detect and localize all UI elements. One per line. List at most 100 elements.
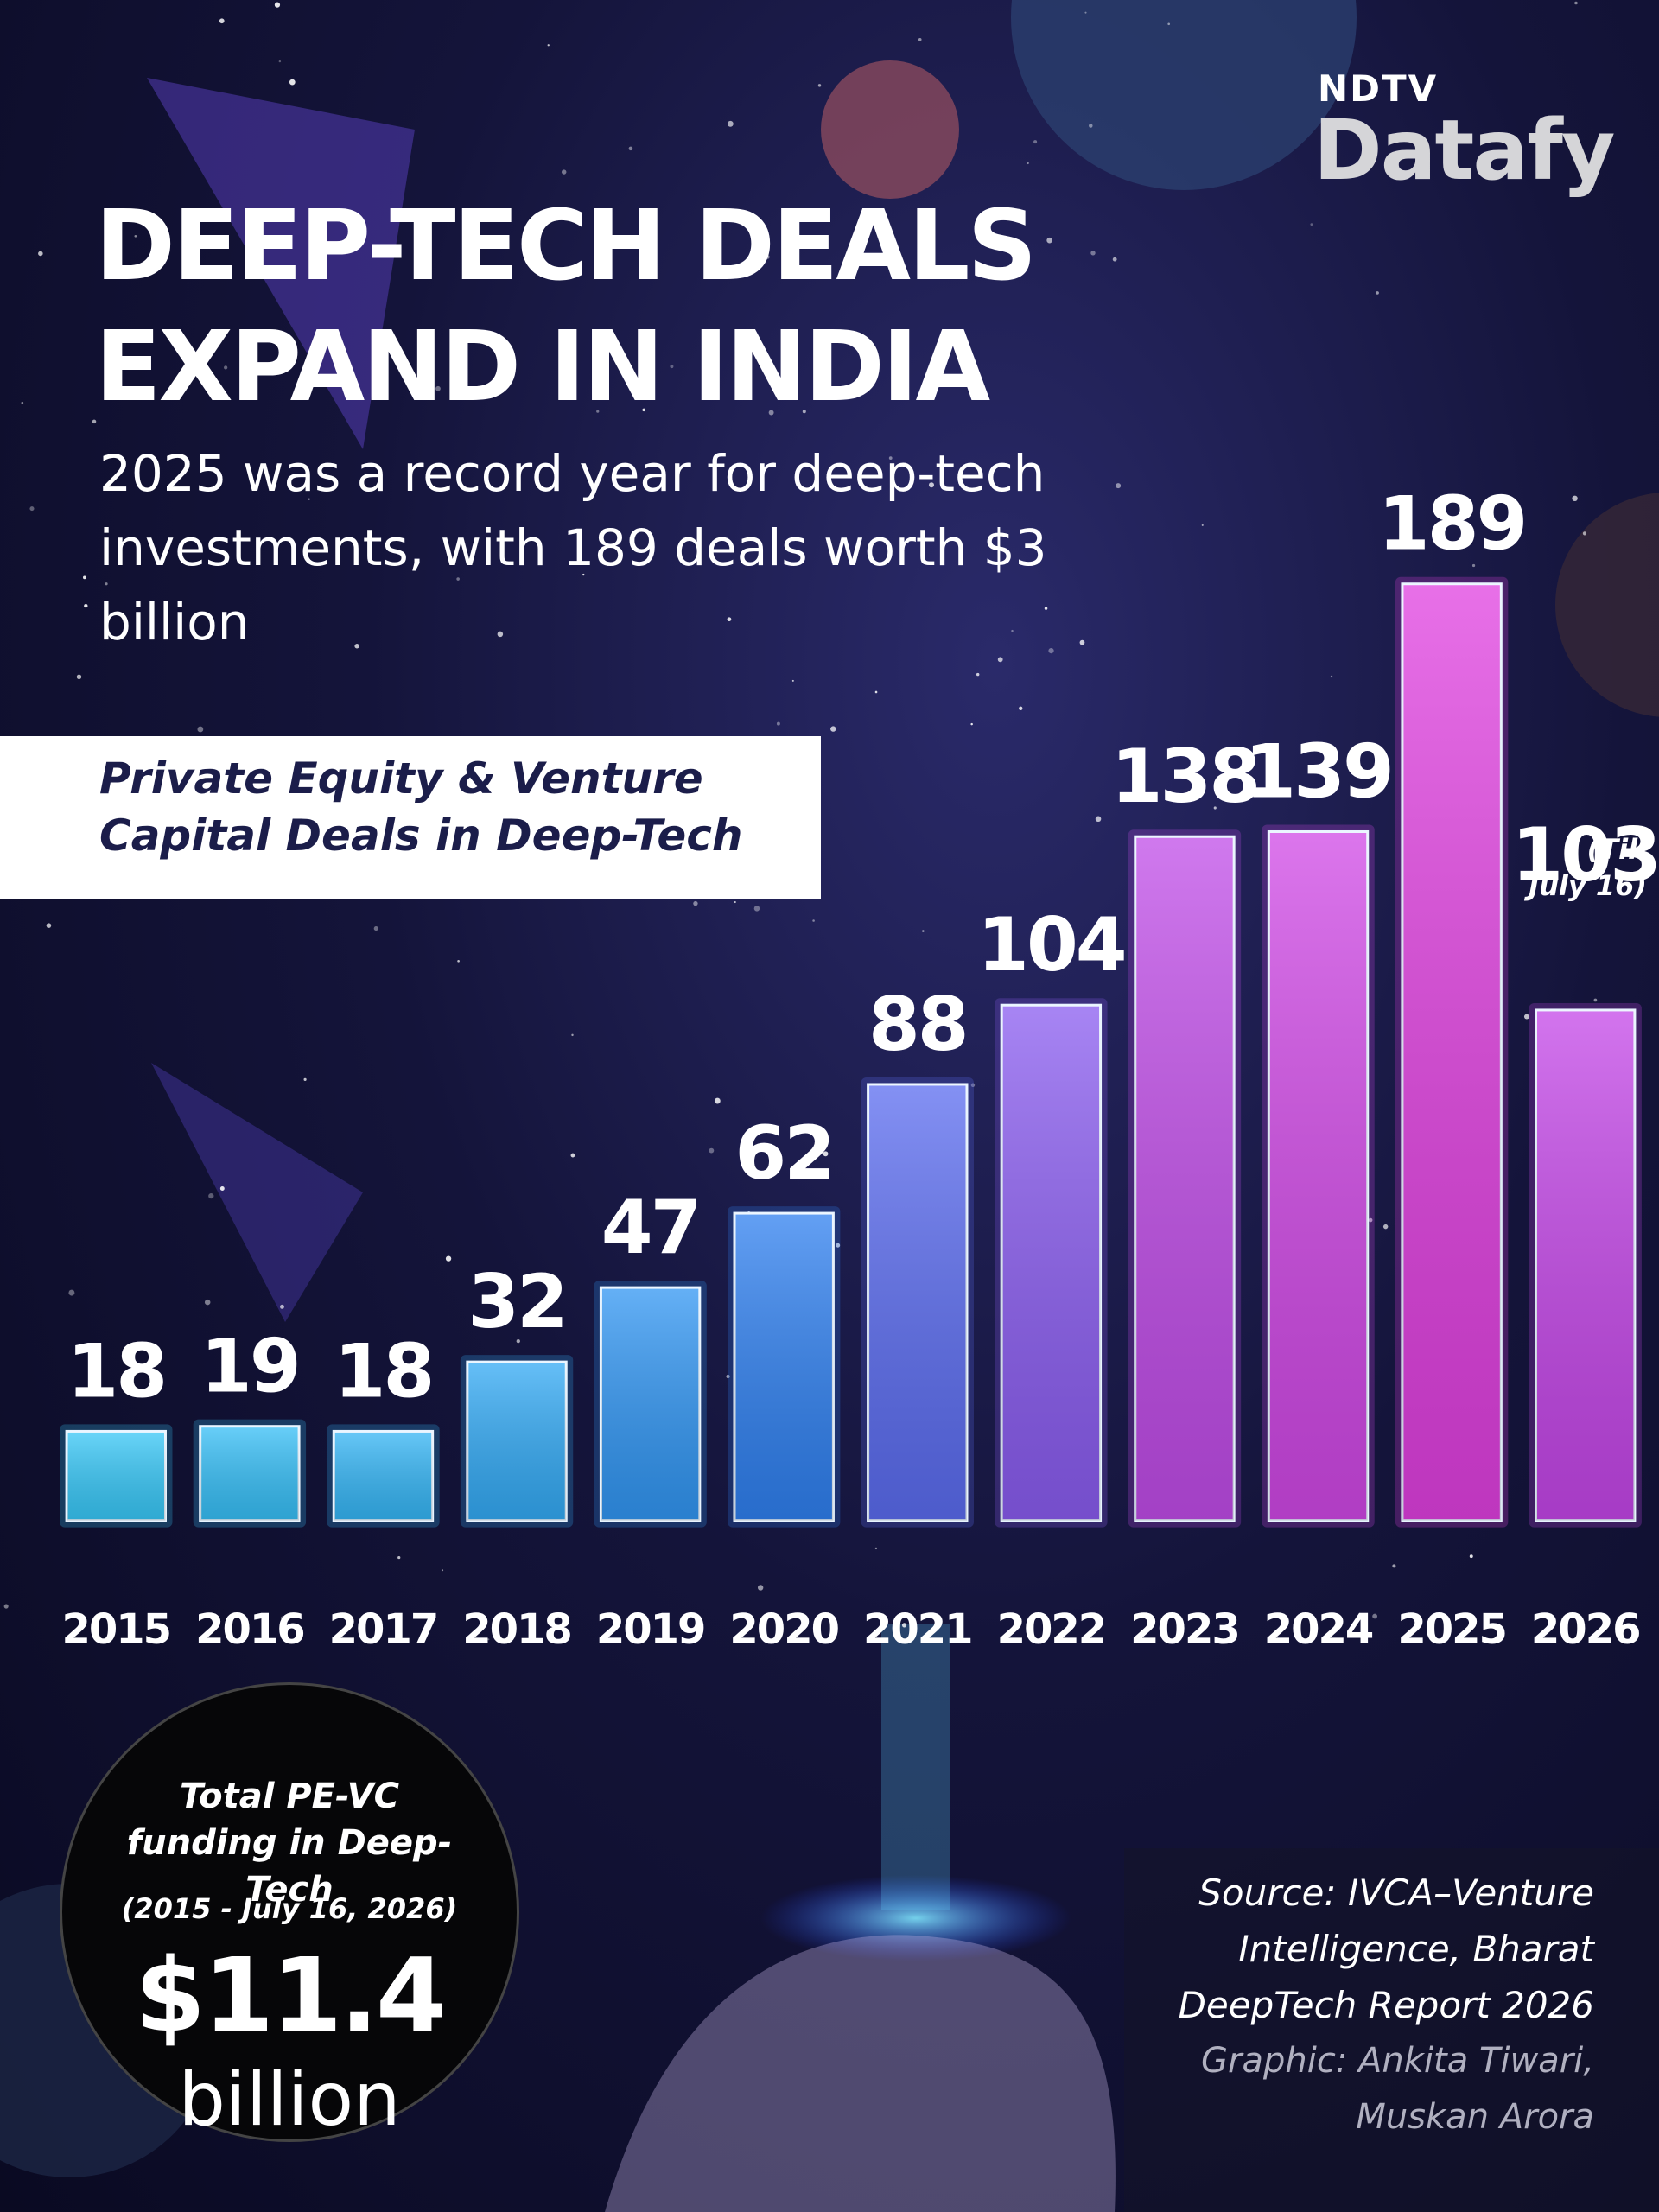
star: [354, 644, 359, 649]
star: [1572, 495, 1578, 502]
shape: [147, 78, 415, 449]
bar-shine: [1268, 831, 1368, 1521]
star: [497, 631, 504, 638]
x-tick-label: 2017: [329, 1605, 438, 1654]
total-amount: $11.4: [134, 1936, 447, 2055]
star: [670, 365, 674, 369]
star: [1201, 524, 1204, 526]
star: [928, 482, 935, 488]
total-circle: [62, 1685, 517, 2139]
star: [628, 146, 633, 151]
star: [976, 672, 980, 677]
star: [642, 408, 645, 412]
star: [1027, 162, 1029, 165]
star: [596, 410, 600, 413]
x-tick-label: 2022: [997, 1605, 1106, 1654]
x-tick-label: 2024: [1264, 1605, 1373, 1654]
value-label: 47: [601, 1185, 700, 1271]
star: [791, 679, 794, 682]
star: [204, 1299, 211, 1306]
brand-top: NDTV: [1318, 67, 1439, 110]
star: [693, 900, 698, 906]
star: [571, 1033, 574, 1037]
title: DEEP-TECH DEALS EXPAND IN INDIA: [95, 190, 1037, 423]
star: [457, 959, 460, 963]
star: [245, 273, 248, 276]
label-box: [0, 736, 821, 899]
star: [1084, 11, 1087, 14]
planet: [1011, 0, 1357, 190]
brand-name: Datafy: [1313, 102, 1615, 199]
star: [757, 1585, 764, 1591]
star: [1593, 998, 1598, 1002]
star: [753, 906, 760, 912]
star: [186, 537, 188, 540]
star: [274, 2, 281, 8]
star: [830, 726, 836, 732]
star: [1582, 531, 1587, 536]
subtitle: 2025 was a record year for deep-tech inv…: [99, 444, 1047, 652]
bar-shine: [1135, 836, 1235, 1521]
star: [38, 251, 43, 257]
value-label: 139: [1244, 728, 1392, 815]
x-tick-label: 2015: [61, 1605, 170, 1654]
x-tick-label: 2023: [1130, 1605, 1239, 1654]
star: [1392, 1564, 1396, 1568]
star: [219, 18, 225, 24]
star: [487, 1638, 490, 1641]
x-tick-label: 2021: [863, 1605, 972, 1654]
star: [219, 1186, 225, 1191]
star: [1019, 706, 1023, 710]
star: [985, 232, 991, 238]
beam: [881, 1624, 950, 1910]
star: [874, 690, 878, 694]
shape: [151, 1063, 363, 1322]
star: [714, 1097, 721, 1104]
bar-shine: [67, 1431, 166, 1521]
star: [1116, 483, 1122, 489]
star: [1376, 291, 1379, 295]
star: [197, 726, 204, 733]
planet: [821, 60, 959, 199]
chart-label: Private Equity & Venture Capital Deals i…: [99, 753, 743, 861]
star: [308, 498, 310, 500]
star: [997, 657, 1003, 663]
star: [1011, 629, 1014, 632]
value-label: 189: [1378, 481, 1526, 568]
value-label: 18: [334, 1328, 433, 1414]
star: [888, 456, 893, 460]
bar-shine: [467, 1362, 567, 1521]
note: (Till July 16): [1529, 833, 1647, 902]
x-tick-label: 2019: [596, 1605, 705, 1654]
star: [1310, 223, 1313, 226]
x-tick-label: 2016: [195, 1605, 304, 1654]
star: [734, 900, 736, 904]
star: [874, 1547, 878, 1550]
value-label: 19: [200, 1324, 299, 1410]
star: [1090, 251, 1096, 256]
star: [1044, 607, 1048, 610]
star: [46, 923, 52, 928]
star: [1079, 639, 1085, 645]
star: [561, 169, 567, 175]
source: Source: IVCA–Venture Intelligence, Bhara…: [1178, 1872, 1594, 2026]
star: [1046, 237, 1052, 244]
star: [1591, 843, 1593, 846]
bar-shine: [334, 1431, 433, 1521]
value-label: 104: [977, 902, 1125, 988]
star: [1048, 647, 1054, 654]
star: [658, 465, 661, 467]
star: [208, 1192, 214, 1199]
bar-shine: [868, 1084, 967, 1521]
star: [373, 926, 378, 931]
star: [709, 1147, 715, 1154]
star: [812, 919, 815, 922]
bar-shine: [200, 1426, 300, 1521]
star: [280, 1304, 284, 1309]
star: [84, 603, 88, 608]
star: [76, 674, 82, 680]
star: [970, 722, 973, 726]
star: [906, 541, 909, 544]
star: [29, 506, 35, 512]
star: [726, 1374, 730, 1379]
